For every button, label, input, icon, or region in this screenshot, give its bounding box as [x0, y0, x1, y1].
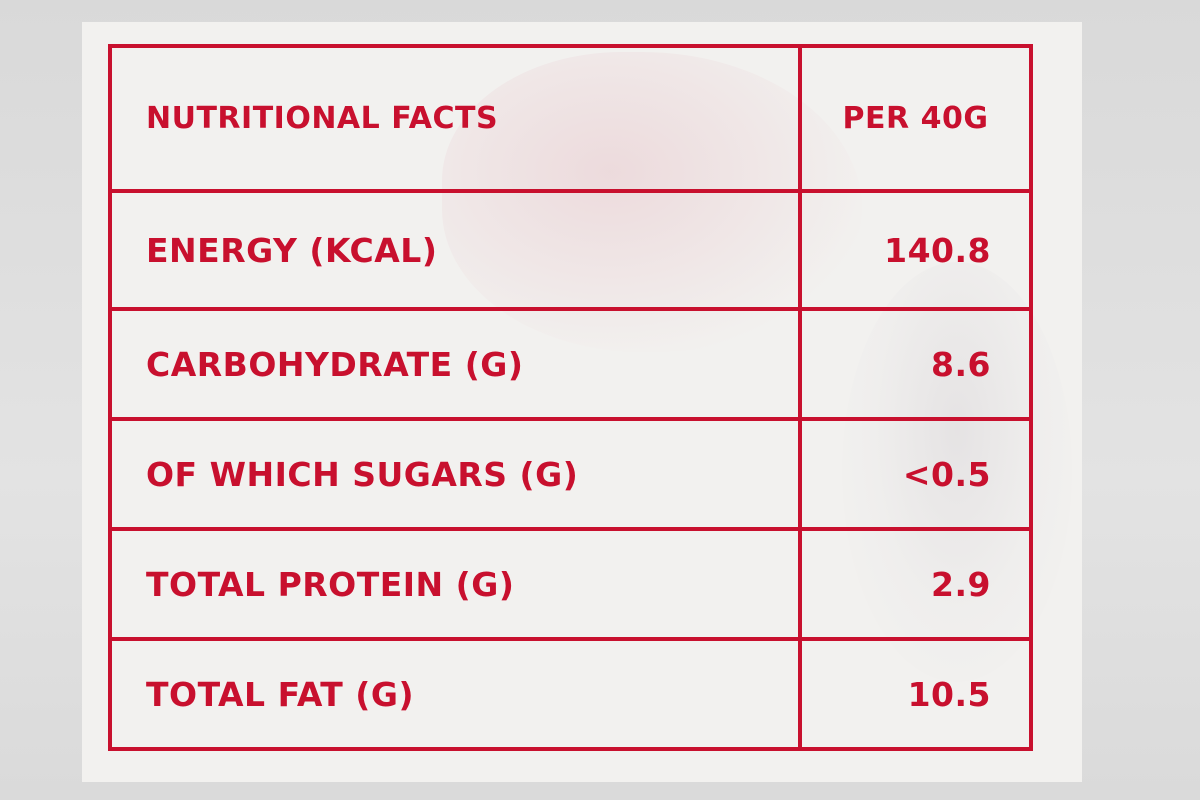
nutrient-label-fat: TOTAL FAT (G): [108, 637, 802, 751]
nutrient-value-protein: 2.9: [798, 527, 1033, 641]
table-row: ENERGY (KCAL) 140.8: [108, 189, 1033, 311]
table-header-row: NUTRITIONAL FACTS PER 40G: [108, 44, 1033, 193]
table-row: OF WHICH SUGARS (G) <0.5: [108, 417, 1033, 531]
table-row: TOTAL FAT (G) 10.5: [108, 637, 1033, 751]
nutrient-label-carbohydrate: CARBOHYDRATE (G): [108, 307, 802, 421]
nutrient-value-carbohydrate: 8.6: [798, 307, 1033, 421]
nutrient-value-sugars: <0.5: [798, 417, 1033, 531]
nutrient-label-energy: ENERGY (KCAL): [108, 189, 802, 311]
nutrient-value-energy: 140.8: [798, 189, 1033, 311]
table-row: TOTAL PROTEIN (G) 2.9: [108, 527, 1033, 641]
nutrition-facts-heading: NUTRITIONAL FACTS: [108, 44, 802, 193]
serving-size-heading: PER 40G: [798, 44, 1033, 193]
nutrient-label-sugars: OF WHICH SUGARS (G): [108, 417, 802, 531]
nutrient-label-protein: TOTAL PROTEIN (G): [108, 527, 802, 641]
nutrient-value-fat: 10.5: [798, 637, 1033, 751]
nutrition-facts-table: NUTRITIONAL FACTS PER 40G ENERGY (KCAL) …: [108, 44, 1033, 751]
table-row: CARBOHYDRATE (G) 8.6: [108, 307, 1033, 421]
